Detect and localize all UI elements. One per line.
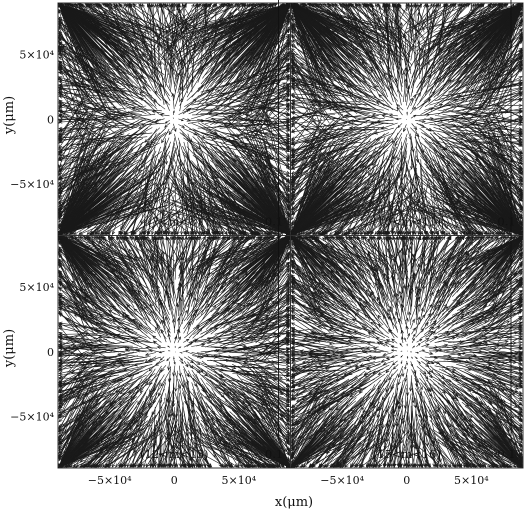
panel-label: (10<m<11): [373, 215, 441, 229]
panel-2: (10<m<11) 0.1″: [291, 0, 524, 236]
scale-label: 0.1″: [497, 215, 520, 229]
panel-label: (7<m<8): [147, 215, 201, 229]
vector-arrow: [175, 347, 176, 348]
vector-arrow: [173, 118, 174, 119]
panel-1: (7<m<8) 0.1″: [58, 0, 291, 236]
scale-label: 0.1″: [265, 215, 288, 229]
